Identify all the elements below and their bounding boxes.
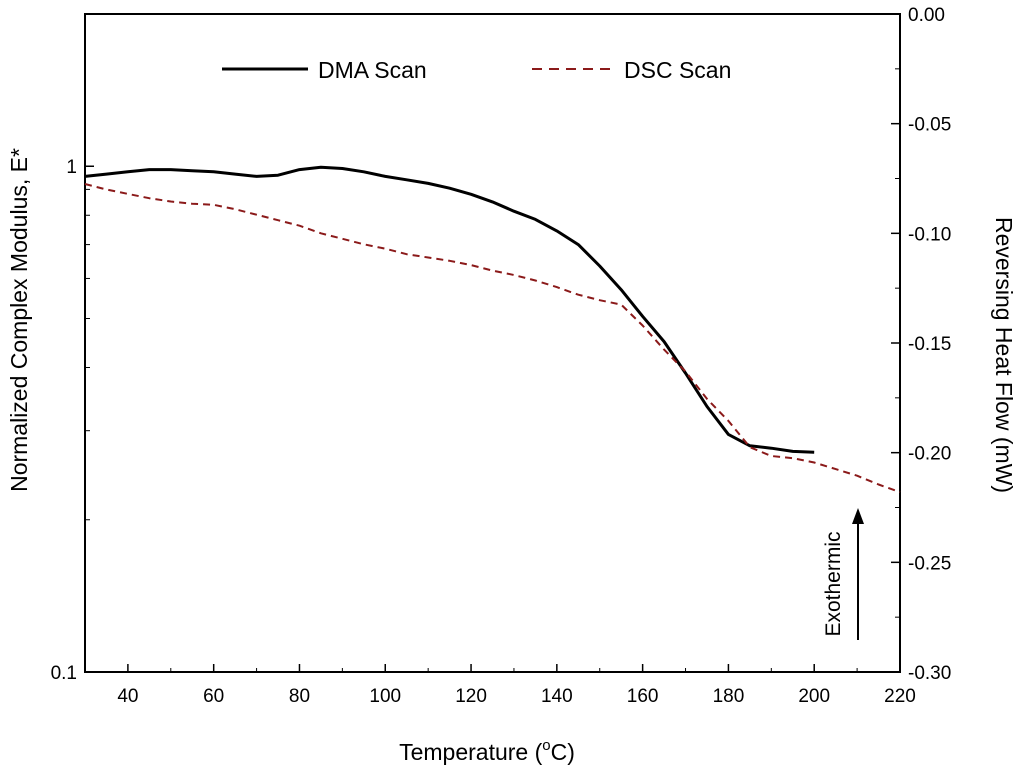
- x-tick-label: 200: [798, 686, 830, 707]
- x-tick-label: 80: [289, 686, 310, 707]
- exothermic-annotation: Exothermic: [822, 508, 864, 640]
- x-tick-label: 220: [884, 686, 916, 707]
- y-right-tick-label: 0.00: [908, 5, 945, 26]
- exothermic-arrow-head: [852, 508, 864, 524]
- exothermic-label: Exothermic: [822, 531, 845, 636]
- legend-label-dsc: DSC Scan: [624, 57, 731, 83]
- legend: DMA Scan DSC Scan: [222, 57, 731, 83]
- x-tick-label: 40: [117, 686, 138, 707]
- series-line-dsc-scan: [84, 183, 901, 494]
- x-tick-label: 120: [455, 686, 487, 707]
- y-left-tick-label: 0.1: [51, 663, 77, 684]
- legend-label-dma: DMA Scan: [318, 57, 427, 83]
- y-right-tick-label: -0.30: [908, 663, 951, 684]
- x-tick-label: 140: [541, 686, 573, 707]
- series-layer: [84, 165, 901, 494]
- y-right-tick-label: -0.10: [908, 224, 951, 245]
- x-tick-label: 60: [203, 686, 224, 707]
- y-axis-left-title: Normalized Complex Modulus, E*: [6, 148, 32, 492]
- y-right-tick-label: -0.05: [908, 115, 951, 136]
- x-axis-title-main: Temperature (: [399, 739, 543, 765]
- y-right-tick-label: -0.15: [908, 334, 951, 355]
- y-right-tick-label: -0.25: [908, 553, 951, 574]
- ticks: 40 60 80 100 120 140 160 180 200 220 0.1 1 0.00 -0.05…: [51, 5, 952, 707]
- x-axis-title-unit: C): [551, 739, 575, 765]
- x-tick-label: 180: [713, 686, 745, 707]
- x-axis-title: Temperature (oC): [399, 737, 575, 765]
- y-left-tick-label: 1: [66, 157, 77, 178]
- x-tick-label: 160: [627, 686, 659, 707]
- x-axis-title-sup: o: [542, 737, 550, 754]
- plot-frame: [84, 13, 901, 673]
- x-tick-label: 100: [369, 686, 401, 707]
- series-line-dma-scan: [84, 165, 815, 454]
- y-right-tick-label: -0.20: [908, 444, 951, 465]
- y-axis-right-title: Reversing Heat Flow (mW): [991, 217, 1017, 493]
- plot-area: [84, 13, 901, 673]
